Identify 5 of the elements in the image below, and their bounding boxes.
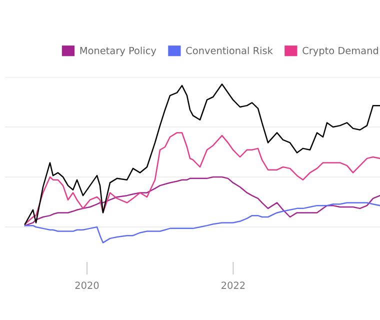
legend-label: Crypto Demand <box>302 46 378 56</box>
legend-label: Conventional Risk <box>186 46 273 54</box>
legend-label: Monetary Policy <box>80 46 156 56</box>
x-tick-label: 2022 <box>222 282 245 289</box>
x-tick-label: 2020 <box>75 282 99 289</box>
